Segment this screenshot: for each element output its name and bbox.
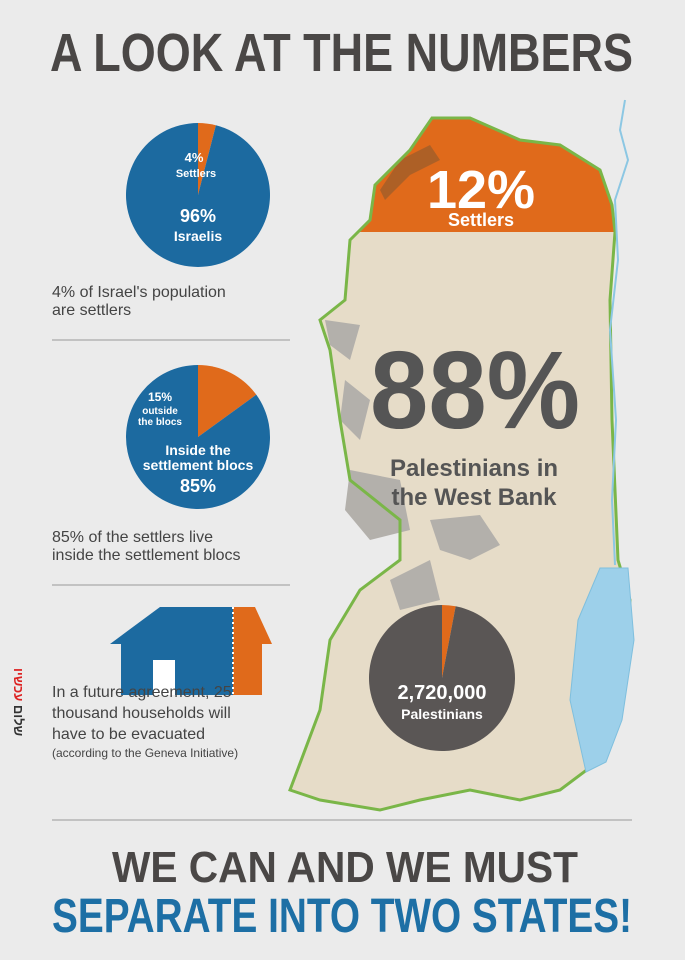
israel-pie [126,122,271,267]
settlers-pie [126,365,270,509]
pie-label: Israelis [174,228,222,244]
map-shade [380,145,440,200]
dead-sea [569,567,635,773]
map-border [288,116,632,812]
pie-slice [198,365,257,437]
title: A LOOK AT THE NUMBERS [50,23,633,83]
pie-slice [369,605,516,752]
pie-label: 96% [180,206,216,226]
palestinians-label: the West Bank [392,484,558,511]
settlers-label: Settlers [448,210,514,230]
pie-label: Settlers [176,168,216,180]
palestinians-label: Palestinians in [390,455,558,482]
population-label: Palestinians [401,706,483,722]
pie-slice [126,122,271,267]
caption: are settlers [52,302,131,319]
population-pie [369,605,516,752]
population-total: 2,720,000 [398,682,487,704]
caption: inside the settlement blocs [52,547,241,564]
pie-label: 85% [180,476,216,496]
footer-line: WE CAN AND WE MUST [112,843,578,892]
caption: 85% of the settlers live [52,529,213,546]
settlers-percent: 12% [427,160,535,220]
pie-slice [442,605,456,678]
logo: שלום עכשיו [11,668,26,736]
logo-word: שלום [11,705,26,736]
caption: thousand households will [52,705,231,722]
map-islands [325,320,500,610]
map-area [290,118,630,810]
pie-label: 15% [148,390,172,404]
pie-label: the blocs [138,417,182,428]
pie-label: Inside the [165,442,231,458]
palestinians-percent: 88% [370,329,580,452]
note: (according to the Geneva Initiative) [52,746,238,760]
footer-line: SEPARATE INTO TWO STATES! [52,890,632,943]
caption: In a future agreement, 25 [52,684,232,701]
pie-slice [126,365,270,509]
caption: have to be evacuated [52,726,205,743]
house-icon [110,607,272,695]
jordan-river [608,99,630,566]
caption: 4% of Israel's population [52,284,226,301]
logo-word: עכשיו [11,668,26,701]
pie-slice [198,123,216,195]
pie-label: 4% [185,150,204,165]
pie-label: settlement blocs [143,457,254,473]
pie-label: outside [142,406,178,417]
